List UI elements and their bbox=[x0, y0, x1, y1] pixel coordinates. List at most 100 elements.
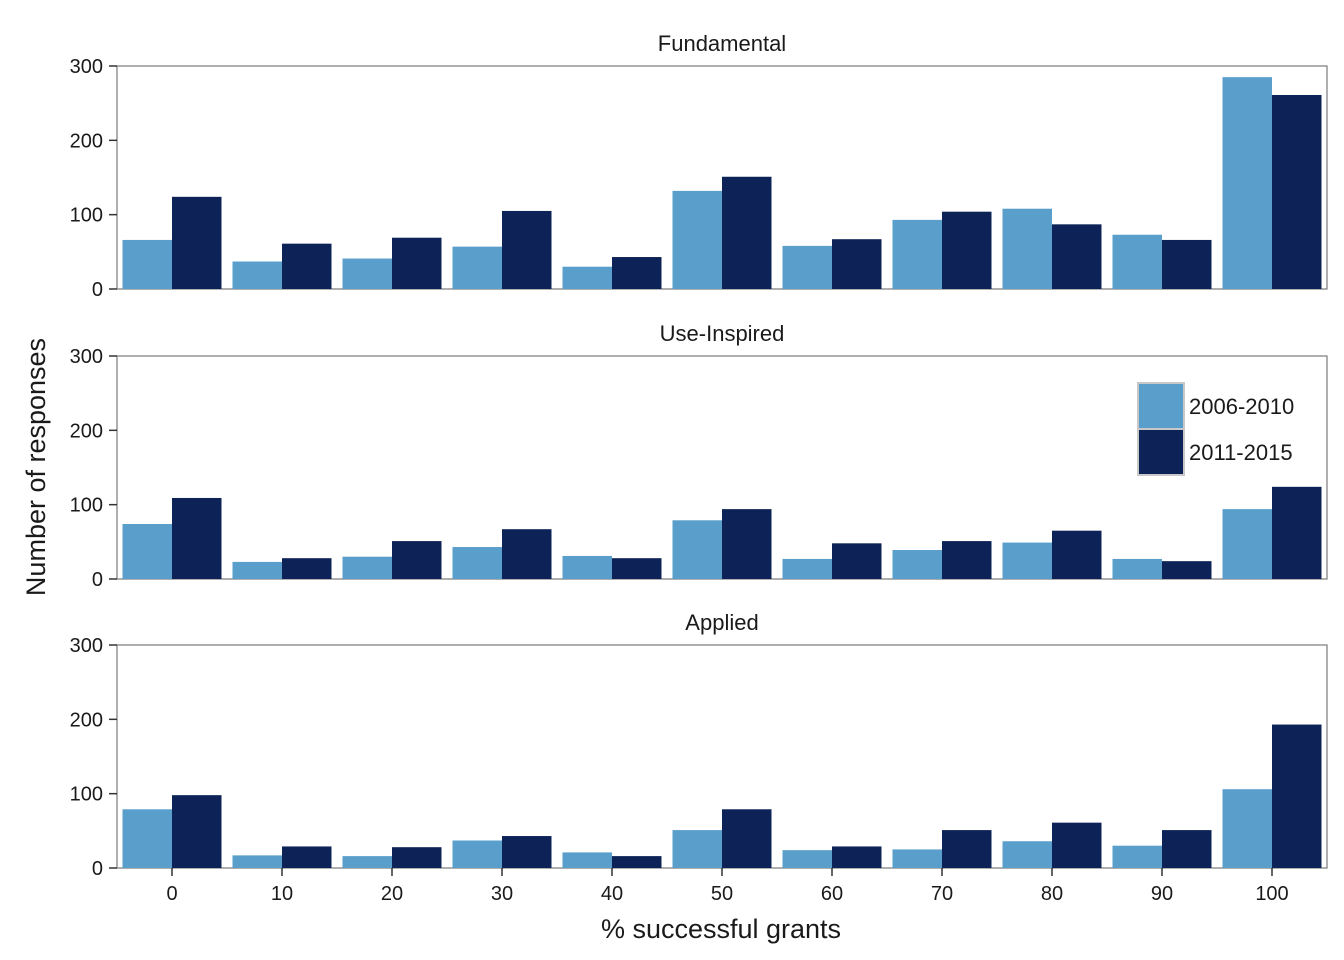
bar-2006-2010-60 bbox=[782, 245, 832, 289]
bar-2011-2015-100 bbox=[1272, 486, 1322, 579]
bar-2011-2015-80 bbox=[1052, 224, 1102, 289]
bar-2006-2010-10 bbox=[232, 855, 282, 868]
x-tick-label: 30 bbox=[491, 883, 513, 905]
bar-2006-2010-80 bbox=[1002, 542, 1052, 579]
bar-2006-2010-60 bbox=[782, 850, 832, 868]
y-tick-label: 100 bbox=[70, 205, 103, 227]
bar-2011-2015-90 bbox=[1162, 830, 1212, 868]
bar-2006-2010-80 bbox=[1002, 841, 1052, 868]
x-tick-label: 70 bbox=[931, 883, 953, 905]
bar-2006-2010-30 bbox=[452, 547, 502, 579]
bar-2011-2015-90 bbox=[1162, 239, 1212, 289]
x-axis-label: % successful grants bbox=[601, 914, 841, 944]
bar-2006-2010-100 bbox=[1222, 509, 1272, 579]
bar-2006-2010-30 bbox=[452, 840, 502, 868]
y-tick-label: 100 bbox=[70, 784, 103, 806]
bar-2006-2010-70 bbox=[892, 849, 942, 868]
bar-2011-2015-30 bbox=[502, 529, 552, 579]
bar-2006-2010-40 bbox=[562, 555, 612, 579]
y-tick-label: 100 bbox=[70, 495, 103, 517]
y-tick-label: 200 bbox=[70, 420, 103, 442]
bar-2011-2015-70 bbox=[942, 211, 992, 289]
panel-applied: Applied 0 100 200 300 0 10 20 30 40 50 60 70 80 90 100 bbox=[70, 610, 1328, 905]
y-axis-label: Number of responses bbox=[21, 338, 51, 596]
bar-2011-2015-10 bbox=[282, 243, 332, 289]
legend-key-2011-2015 bbox=[1137, 428, 1185, 476]
bar-2011-2015-70 bbox=[942, 541, 992, 579]
bar-2011-2015-30 bbox=[502, 210, 552, 289]
y-tick-label: 0 bbox=[92, 858, 103, 880]
bar-2006-2010-100 bbox=[1222, 789, 1272, 868]
bar-2011-2015-0 bbox=[172, 497, 222, 579]
bar-2011-2015-60 bbox=[832, 846, 882, 868]
bar-2006-2010-40 bbox=[562, 266, 612, 289]
panel-use-inspired: Use-Inspired 0 100 200 300 bbox=[70, 321, 1328, 591]
bar-2006-2010-10 bbox=[232, 561, 282, 579]
bar-2006-2010-30 bbox=[452, 246, 502, 289]
y-tick-label: 200 bbox=[70, 709, 103, 731]
bar-2011-2015-0 bbox=[172, 795, 222, 868]
bar-2006-2010-50 bbox=[672, 830, 722, 868]
bar-2011-2015-40 bbox=[612, 257, 662, 289]
y-tick-label: 0 bbox=[92, 279, 103, 301]
bar-2011-2015-10 bbox=[282, 846, 332, 868]
bar-2006-2010-20 bbox=[342, 258, 392, 289]
bar-2006-2010-60 bbox=[782, 558, 832, 579]
bar-2006-2010-90 bbox=[1112, 558, 1162, 579]
panel-title: Use-Inspired bbox=[660, 321, 785, 346]
x-tick-label: 20 bbox=[381, 883, 403, 905]
bar-2011-2015-100 bbox=[1272, 94, 1322, 290]
bar-2011-2015-60 bbox=[832, 543, 882, 579]
legend: 2006-2010 2011-2015 bbox=[1137, 382, 1294, 476]
bar-2006-2010-90 bbox=[1112, 845, 1162, 868]
bar-2011-2015-30 bbox=[502, 836, 552, 868]
bar-2011-2015-20 bbox=[392, 847, 442, 868]
x-tick-label: 60 bbox=[821, 883, 843, 905]
bar-2006-2010-20 bbox=[342, 556, 392, 579]
x-tick-label: 90 bbox=[1151, 883, 1173, 905]
y-tick-label: 300 bbox=[70, 56, 103, 78]
bar-2011-2015-60 bbox=[832, 239, 882, 289]
x-tick-label: 50 bbox=[711, 883, 733, 905]
panel-title: Applied bbox=[685, 610, 758, 635]
bar-2011-2015-70 bbox=[942, 830, 992, 868]
y-tick-label: 300 bbox=[70, 635, 103, 657]
bar-2011-2015-80 bbox=[1052, 530, 1102, 579]
bar-2006-2010-90 bbox=[1112, 234, 1162, 289]
bar-2011-2015-40 bbox=[612, 558, 662, 579]
bar-2006-2010-50 bbox=[672, 190, 722, 289]
bar-2011-2015-50 bbox=[722, 509, 772, 579]
bar-2006-2010-100 bbox=[1222, 77, 1272, 290]
bar-2006-2010-70 bbox=[892, 550, 942, 579]
y-tick-label: 300 bbox=[70, 346, 103, 368]
panels: Fundamental0100200300Use-Inspired0100200… bbox=[70, 31, 1328, 905]
bar-2006-2010-50 bbox=[672, 520, 722, 579]
bar-2006-2010-70 bbox=[892, 219, 942, 289]
legend-label-2011-2015: 2011-2015 bbox=[1189, 440, 1293, 465]
x-tick-label: 0 bbox=[166, 883, 177, 905]
x-tick-label: 80 bbox=[1041, 883, 1063, 905]
bar-2011-2015-40 bbox=[612, 856, 662, 868]
bar-2011-2015-90 bbox=[1162, 561, 1212, 579]
legend-key-2006-2010 bbox=[1137, 382, 1185, 430]
panel-fundamental: Fundamental 0 100 200 300 bbox=[70, 31, 1328, 301]
bar-2006-2010-80 bbox=[1002, 208, 1052, 289]
bar-2006-2010-10 bbox=[232, 261, 282, 289]
bar-2011-2015-80 bbox=[1052, 822, 1102, 868]
x-tick-label: 10 bbox=[271, 883, 293, 905]
y-tick-label: 200 bbox=[70, 130, 103, 152]
bar-2006-2010-0 bbox=[122, 239, 172, 289]
bar-2011-2015-0 bbox=[172, 196, 222, 289]
bar-2006-2010-40 bbox=[562, 852, 612, 868]
bar-2006-2010-0 bbox=[122, 523, 172, 579]
bar-2011-2015-100 bbox=[1272, 724, 1322, 868]
bar-2011-2015-50 bbox=[722, 176, 772, 289]
legend-label-2006-2010: 2006-2010 bbox=[1189, 394, 1294, 419]
bar-2011-2015-20 bbox=[392, 541, 442, 579]
y-tick-label: 0 bbox=[92, 569, 103, 591]
bar-2006-2010-20 bbox=[342, 856, 392, 868]
bar-2011-2015-50 bbox=[722, 809, 772, 868]
x-tick-label: 100 bbox=[1255, 883, 1288, 905]
panel-title: Fundamental bbox=[658, 31, 786, 56]
